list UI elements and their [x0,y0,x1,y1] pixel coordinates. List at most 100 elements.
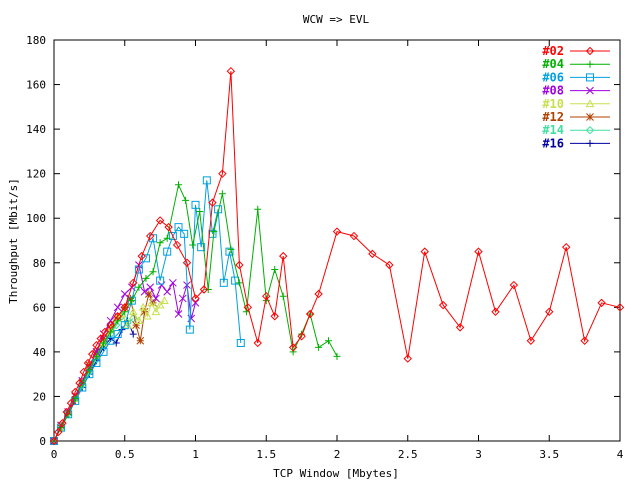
data-point [218,169,227,178]
data-point [174,310,183,318]
legend-label: #08 [542,84,564,98]
data-point [92,340,101,350]
data-point [71,387,80,397]
data-point [128,297,136,305]
series-line [53,263,196,442]
data-point [136,336,145,345]
series-layer [49,66,625,446]
y-tick-label: 140 [26,123,46,136]
data-point [168,232,177,241]
x-tick-label: 2 [334,448,341,461]
legend: #02#04#06#08#10#12#14#16 [542,44,610,150]
data-point [474,247,483,256]
data-point [586,86,594,95]
y-tick-label: 20 [33,390,46,403]
data-point [196,208,204,216]
data-point [202,176,211,185]
data-point [96,334,105,343]
data-point [155,300,165,309]
data-point [140,307,149,316]
data-point [79,367,88,377]
data-point [106,323,115,332]
data-point [491,307,500,316]
data-point [580,336,589,345]
series-06 [50,176,245,445]
data-point [147,298,156,307]
y-tick-label: 100 [26,212,46,225]
data-point [174,223,183,232]
data-point [151,307,161,316]
data-point [243,303,253,312]
legend-label: #06 [542,70,564,84]
data-point [128,307,138,316]
data-point [146,231,155,241]
data-point [146,283,155,292]
data-point [226,66,236,76]
data-point [156,276,165,285]
data-point [586,60,594,68]
data-point [325,337,333,345]
x-tick-label: 1.5 [256,448,276,461]
chart-title: WCW => EVL [303,13,370,26]
y-tick-label: 80 [33,257,46,270]
data-point [152,294,160,303]
series-02 [49,66,625,446]
data-point [85,366,93,374]
data-point [586,73,594,82]
data-point [129,278,138,288]
legend-entry: #06 [542,70,610,84]
legend-entry: #02 [542,44,610,58]
legend-label: #16 [542,136,564,150]
data-point [175,181,183,189]
data-point [235,279,243,287]
y-tick-label: 160 [26,79,46,92]
data-point [403,354,412,363]
series-line [53,183,338,442]
data-point [545,307,554,316]
data-point [210,228,218,236]
data-point [75,378,84,388]
data-point [120,290,129,298]
data-point [420,247,429,256]
data-point [132,321,140,330]
data-point [182,258,192,267]
data-point [297,332,306,341]
data-point [262,291,271,301]
data-point [455,323,465,332]
data-point [526,336,536,345]
legend-label: #12 [542,110,564,124]
data-point [289,348,297,356]
data-point [113,312,122,321]
data-point [164,222,173,232]
series-line [53,71,621,442]
legend-entry: #08 [542,84,610,98]
data-point [120,303,129,312]
legend-label: #10 [542,97,564,111]
y-tick-label: 40 [33,346,46,359]
x-tick-label: 0.5 [115,448,135,461]
data-point [305,309,315,319]
data-point [163,234,171,242]
data-point [253,338,262,348]
series-line [53,180,242,442]
data-point [199,285,209,294]
data-point [288,343,298,352]
data-point [332,227,342,236]
data-point [235,260,244,270]
data-point [126,294,135,303]
x-tick-label: 3.5 [539,448,559,461]
data-point [160,296,169,304]
x-tick-label: 3 [475,448,482,461]
data-point [349,231,359,241]
data-point [586,113,594,121]
data-point [189,241,197,249]
x-tick-label: 2.5 [398,448,418,461]
data-point [208,198,217,207]
data-point [185,325,194,334]
data-point [62,407,71,417]
data-point [191,294,200,303]
data-point [254,205,262,213]
data-point [178,294,187,303]
data-point [585,99,595,108]
